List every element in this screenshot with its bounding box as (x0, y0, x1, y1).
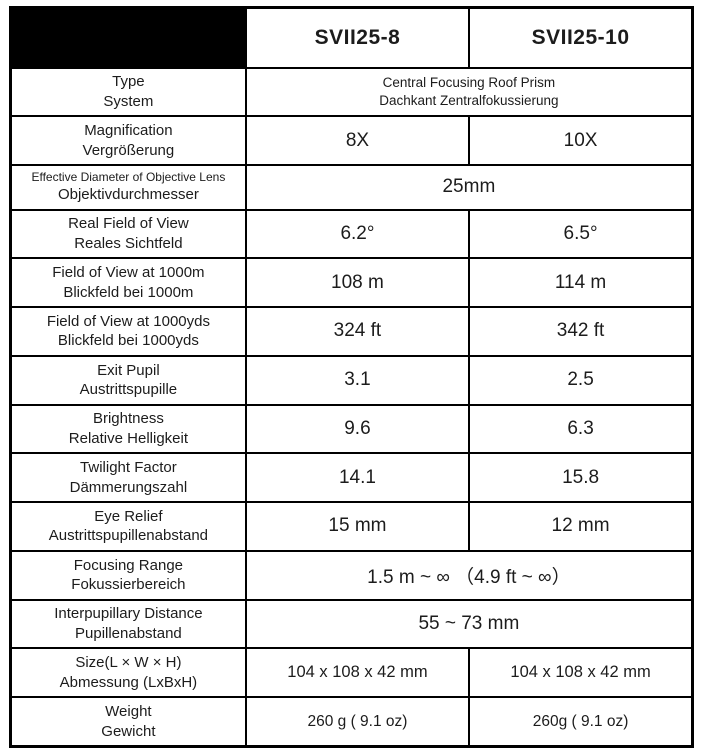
label-de: Relative Helligkeit (68, 429, 188, 447)
table-row-eye-relief: Eye Relief Austrittspupillenabstand 15 m… (9, 501, 694, 552)
row-value-brightness-1: 9.6 (244, 403, 471, 455)
row-value-twilight-factor-1: 14.1 (244, 452, 471, 504)
label-de: Pupillenabstand (75, 624, 182, 642)
value-line-de: Dachkant Zentralfokussierung (379, 92, 559, 108)
label-en: Size(L × W × H) (75, 654, 182, 672)
label-de: Fokussierbereich (71, 576, 186, 594)
row-value-real-fov-2: 6.5° (468, 208, 694, 260)
header-corner-cell (9, 6, 247, 69)
row-value-weight-2: 260g ( 9.1 oz) (468, 696, 694, 748)
label-en: Exit Pupil (97, 361, 160, 379)
row-value-magnification-1: 8X (244, 115, 471, 166)
table-row-interpupillary-distance: Interpupillary Distance Pupillenabstand … (9, 598, 694, 650)
row-value-exit-pupil-2: 2.5 (468, 354, 694, 406)
label-de: Dämmerungszahl (69, 478, 188, 496)
row-label-weight: Weight Gewicht (9, 696, 247, 748)
table-row-real-field-of-view: Real Field of View Reales Sichtfeld 6.2°… (9, 208, 694, 260)
row-label-real-field-of-view: Real Field of View Reales Sichtfeld (9, 208, 247, 260)
label-de: Blickfeld bei 1000yds (57, 332, 199, 350)
row-label-exit-pupil: Exit Pupil Austrittspupille (9, 354, 247, 406)
table-row-magnification: Magnification Vergrößerung 8X 10X (9, 115, 694, 166)
row-label-interpupillary-distance: Interpupillary Distance Pupillenabstand (9, 598, 247, 650)
row-value-type: Central Focusing Roof Prism Dachkant Zen… (244, 66, 694, 118)
label-en: Interpupillary Distance (54, 605, 203, 623)
spec-table: SVII25-8 SVII25-10 Type System Central F… (9, 6, 694, 748)
label-en: Focusing Range (73, 556, 183, 574)
table-row-size: Size(L × W × H) Abmessung (LxBxH) 104 x … (9, 647, 694, 699)
label-en: Brightness (92, 410, 164, 428)
label-en: Field of View at 1000m (52, 264, 205, 282)
row-value-interpupillary-distance: 55 ~ 73 mm (244, 598, 694, 650)
header-model-svii25-10: SVII25-10 (468, 6, 694, 69)
label-de: Objektivdurchmesser (57, 186, 199, 204)
table-row-fov-1000m: Field of View at 1000m Blickfeld bei 100… (9, 257, 694, 309)
header-model-svii25-8: SVII25-8 (244, 6, 471, 69)
row-label-type: Type System (9, 66, 247, 118)
row-label-size: Size(L × W × H) Abmessung (LxBxH) (9, 647, 247, 699)
label-de: Blickfeld bei 1000m (63, 283, 194, 301)
row-label-objective-diameter: Effective Diameter of Objective Lens Obj… (9, 164, 247, 211)
row-value-fov-1000yds-2: 342 ft (468, 306, 694, 357)
row-value-fov-1000yds-1: 324 ft (244, 306, 471, 357)
row-value-brightness-2: 6.3 (468, 403, 694, 455)
row-value-real-fov-1: 6.2° (244, 208, 471, 260)
label-en: Eye Relief (94, 507, 163, 525)
row-label-eye-relief: Eye Relief Austrittspupillenabstand (9, 501, 247, 552)
row-value-fov-1000m-1: 108 m (244, 257, 471, 309)
label-en: Twilight Factor (80, 459, 177, 477)
table-header-row: SVII25-8 SVII25-10 (9, 6, 694, 69)
row-value-weight-1: 260 g ( 9.1 oz) (244, 696, 471, 748)
table-row-focusing-range: Focusing Range Fokussierbereich 1.5 m ~ … (9, 549, 694, 601)
row-value-magnification-2: 10X (468, 115, 694, 166)
label-en: Magnification (84, 122, 173, 140)
row-value-fov-1000m-2: 114 m (468, 257, 694, 309)
label-en: Weight (105, 703, 152, 720)
table-row-weight: Weight Gewicht 260 g ( 9.1 oz) 260g ( 9.… (9, 696, 694, 748)
row-label-brightness: Brightness Relative Helligkeit (9, 403, 247, 455)
table-row-exit-pupil: Exit Pupil Austrittspupille 3.1 2.5 (9, 354, 694, 406)
row-value-objective-diameter: 25mm (244, 164, 694, 211)
table-row-twilight-factor: Twilight Factor Dämmerungszahl 14.1 15.8 (9, 452, 694, 504)
label-de: Austrittspupillenabstand (48, 527, 209, 545)
label-en: Effective Diameter of Objective Lens (31, 169, 226, 184)
label-de: Gewicht (101, 722, 156, 740)
row-value-eye-relief-1: 15 mm (244, 501, 471, 552)
row-label-focusing-range: Focusing Range Fokussierbereich (9, 549, 247, 601)
table-row-type: Type System Central Focusing Roof Prism … (9, 66, 694, 118)
label-de: Austrittspupille (79, 381, 178, 399)
label-en: Field of View at 1000yds (46, 312, 210, 330)
label-de: Abmessung (LxBxH) (59, 673, 198, 691)
label-de: Vergrößerung (82, 141, 175, 159)
row-value-size-2: 104 x 108 x 42 mm (468, 647, 694, 699)
row-label-fov-1000yds: Field of View at 1000yds Blickfeld bei 1… (9, 306, 247, 357)
label-en: Type (112, 73, 145, 91)
row-label-twilight-factor: Twilight Factor Dämmerungszahl (9, 452, 247, 504)
row-value-focusing-range: 1.5 m ~ ∞ （4.9 ft ~ ∞） (244, 549, 694, 601)
row-value-twilight-factor-2: 15.8 (468, 452, 694, 504)
label-en: Real Field of View (68, 215, 189, 233)
row-value-eye-relief-2: 12 mm (468, 501, 694, 552)
row-label-fov-1000m: Field of View at 1000m Blickfeld bei 100… (9, 257, 247, 309)
table-row-objective-diameter: Effective Diameter of Objective Lens Obj… (9, 164, 694, 211)
table-row-brightness: Brightness Relative Helligkeit 9.6 6.3 (9, 403, 694, 455)
value-line-en: Central Focusing Roof Prism (382, 74, 556, 90)
row-label-magnification: Magnification Vergrößerung (9, 115, 247, 166)
row-value-size-1: 104 x 108 x 42 mm (244, 647, 471, 699)
label-de: System (103, 92, 154, 110)
row-value-exit-pupil-1: 3.1 (244, 354, 471, 406)
label-de: Reales Sichtfeld (74, 234, 183, 252)
table-row-fov-1000yds: Field of View at 1000yds Blickfeld bei 1… (9, 306, 694, 357)
